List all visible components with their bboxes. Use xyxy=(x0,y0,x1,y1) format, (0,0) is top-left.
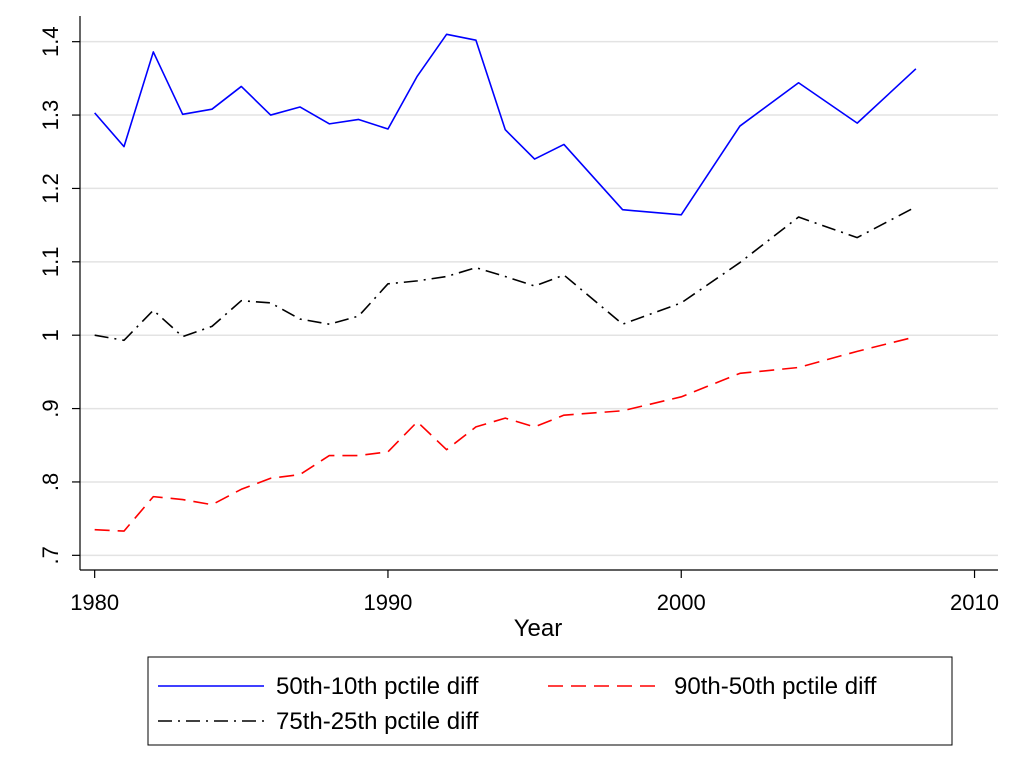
y-tick-label: .7 xyxy=(38,546,63,564)
tick-marks: .7 .8 .9 1 1.1 1.2 1.3 1.4 1980 1990 2000 2010 xyxy=(38,26,999,615)
series-lines xyxy=(94,33,917,532)
grid-lines xyxy=(80,40,998,557)
axes xyxy=(79,16,998,571)
x-tick-label: 1980 xyxy=(70,590,119,615)
legend-label-0: 50th-10th pctile diff xyxy=(276,673,479,700)
y-tick-label: .8 xyxy=(38,473,63,491)
series-line-2 xyxy=(94,206,917,342)
legend: 50th-10th pctile diff 90th-50th pctile di… xyxy=(147,656,953,746)
y-tick-label: 1 xyxy=(38,329,63,341)
x-tick-label: 2010 xyxy=(950,590,999,615)
x-tick-label: 1990 xyxy=(363,590,412,615)
x-tick-label: 2000 xyxy=(657,590,706,615)
y-tick-label: 1.4 xyxy=(38,26,63,57)
legend-box xyxy=(147,656,953,746)
series-line-0 xyxy=(94,33,917,216)
legend-label-2: 75th-25th pctile diff xyxy=(276,708,479,735)
x-axis-title: Year xyxy=(514,615,563,642)
y-tick-label: 1.1 xyxy=(38,247,63,278)
y-tick-label: .9 xyxy=(38,399,63,417)
series-line-1 xyxy=(94,335,917,532)
y-tick-label: 1.3 xyxy=(38,100,63,131)
y-tick-label: 1.2 xyxy=(38,173,63,204)
legend-label-1: 90th-50th pctile diff xyxy=(674,673,877,700)
